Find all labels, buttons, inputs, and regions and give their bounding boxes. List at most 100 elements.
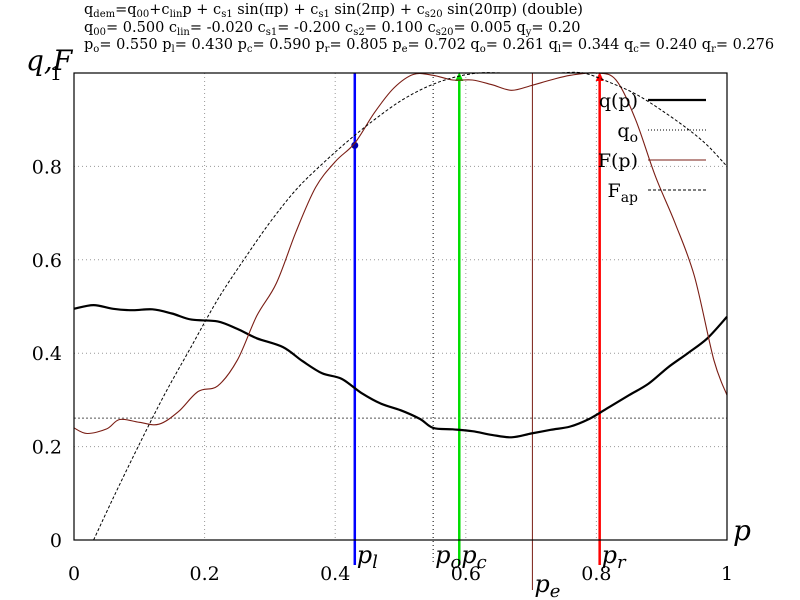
legend-label: F(p) <box>598 150 638 172</box>
vline-label-main: p <box>357 541 372 569</box>
y-tick-label: 0 <box>50 530 62 552</box>
series-q-line <box>73 303 728 439</box>
formula-subscript: s1 <box>221 9 233 20</box>
coeff-text: = 0.500 c <box>106 20 178 36</box>
legend-label-main: F <box>598 150 611 172</box>
formula-subscript: dem <box>93 9 116 20</box>
legend-label-suffix: (p) <box>611 150 638 172</box>
x-tick-label: 0.8 <box>581 563 611 585</box>
points-text: = 0.240 q <box>638 37 712 53</box>
y-tick-label: 0.8 <box>32 156 62 178</box>
y-tick-label: 0.2 <box>32 437 62 459</box>
x-tick-label: 0.6 <box>451 563 481 585</box>
vline-label-pe: pe <box>534 570 560 600</box>
points-subscript: c <box>633 44 639 55</box>
vline-label-main: p <box>602 541 617 569</box>
coeff-subscript: 00 <box>93 27 107 38</box>
x-tick-label: 1 <box>721 563 733 585</box>
formula-text: sin(2πp) + c <box>329 2 425 18</box>
legend-label-suffix: (p) <box>611 90 638 112</box>
plot-frame <box>73 72 728 541</box>
vline-label-po: po <box>435 541 461 573</box>
plot-frame-rect <box>73 72 728 541</box>
vline-label-pc: pc <box>461 541 486 573</box>
vline-label-main: p <box>461 541 476 569</box>
formula-text: q <box>84 2 94 18</box>
tick-labels: 0 0.2 0.4 0.6 0.8 1 0 0.2 0.4 0.6 0.8 1 <box>32 63 733 585</box>
formula-text: p + c <box>182 2 222 18</box>
coeff-subscript: s2 <box>353 27 365 38</box>
x-axis-label: p <box>733 514 751 547</box>
x-tick-label: 0.4 <box>320 563 350 585</box>
formula-subscript: 00 <box>136 9 150 20</box>
coeff-text: = 0.100 c <box>364 20 436 36</box>
series-Fap-line <box>93 71 728 541</box>
points-subscript: c <box>246 44 253 55</box>
y-axis-label: q,F <box>26 44 74 77</box>
points-text: p <box>84 37 94 53</box>
points-subscript: r <box>324 44 330 55</box>
coeff-subscript: lin <box>177 27 190 38</box>
vline-label-sub: c <box>477 552 487 573</box>
formula-line: qdem=q00+clinp + cs1 sin(πp) + cs1 sin(2… <box>84 2 583 20</box>
vline-label-sub: e <box>550 581 561 600</box>
grid <box>74 73 727 540</box>
points-subscript: r <box>711 44 716 55</box>
points-text: = 0.430 p <box>174 37 247 53</box>
coefficient-line: q00= 0.500 clin= -0.020 cs1= -0.200 cs2=… <box>84 20 581 38</box>
series-F-line <box>73 72 728 435</box>
series-lines <box>73 71 728 541</box>
vline-label-pr: pr <box>602 541 627 573</box>
y-tick-label: 1 <box>50 63 62 85</box>
legend-label-sub: ap <box>621 190 638 206</box>
vline-label-main: p <box>435 541 450 569</box>
points-text: = 0.276 <box>715 37 775 53</box>
points-subscript: l <box>171 44 175 55</box>
vline-label-pl: pl <box>357 541 378 573</box>
points-text: = 0.261 q <box>485 37 558 53</box>
coeff-subscript: s1 <box>265 27 278 38</box>
legend-label: Fap <box>608 180 639 206</box>
coeff-subscript: s20 <box>435 27 454 38</box>
formula-subscript: s20 <box>424 9 443 20</box>
points-line: po= 0.550 pl= 0.430 pc= 0.590 pr= 0.805 … <box>84 37 775 55</box>
y-tick-label: 0.4 <box>32 343 62 365</box>
coeff-text: = -0.200 c <box>277 20 354 36</box>
vline-label-sub: l <box>372 552 378 573</box>
points-subscript: o <box>479 44 486 55</box>
legend: q(p)qoF(p)Fap <box>598 90 706 206</box>
vline-label-main: p <box>534 570 549 598</box>
formula-subscript: lin <box>169 9 183 20</box>
formula-subscript: s1 <box>318 9 330 20</box>
coeff-text: = -0.020 c <box>189 20 266 36</box>
x-tick-label: 0 <box>68 563 80 585</box>
coeff-text: = 0.20 <box>531 20 581 36</box>
points-subscript: o <box>93 44 100 55</box>
coeff-text: q <box>84 20 94 36</box>
legend-label-main: q <box>617 120 629 142</box>
vline-label-sub: r <box>617 552 627 573</box>
legend-label-main: F <box>608 180 621 202</box>
formula-text: +c <box>149 2 170 18</box>
x-tick-label: 0.2 <box>189 563 219 585</box>
formula-text: =q <box>115 2 137 18</box>
points-text: = 0.550 p <box>99 37 172 53</box>
legend-label: qo <box>617 120 638 146</box>
vline-label-sub: o <box>451 552 462 573</box>
legend-label-main: q <box>599 90 611 112</box>
legend-label-sub: o <box>630 130 638 146</box>
marker-pl <box>351 141 359 149</box>
y-tick-label: 0.6 <box>32 250 62 272</box>
coeff-text: = 0.005 q <box>453 20 526 36</box>
points-text: = 0.805 p <box>329 37 402 53</box>
points-subscript: e <box>401 44 408 55</box>
points-subscript: l <box>557 44 562 55</box>
vertical-markers <box>351 72 604 590</box>
points-text: = 0.590 p <box>252 37 325 53</box>
formula-text: sin(20πp) (double) <box>442 2 583 18</box>
legend-label: q(p) <box>599 90 638 112</box>
points-text: = 0.702 q <box>407 37 480 53</box>
coeff-subscript: y <box>525 27 532 38</box>
